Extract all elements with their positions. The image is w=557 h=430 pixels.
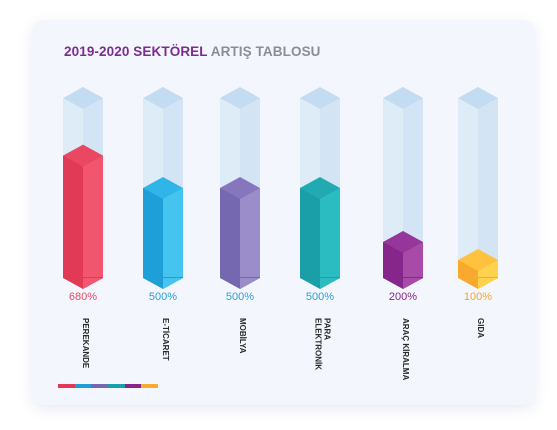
chart-card (32, 20, 535, 405)
value-label: 680% (69, 291, 97, 303)
category-label: ARAÇ KİRALMA (401, 318, 410, 380)
category-label: E-TİCARET (161, 318, 170, 361)
title-part-1: 2019-2020 SEKTÖREL (64, 44, 208, 59)
glass-tube (458, 87, 498, 278)
category-label-line: E-TİCARET (161, 318, 170, 361)
title-part-2: ARTIŞ TABLOSU (210, 44, 321, 59)
category-label: ELEKTRONİKPARA (314, 318, 332, 370)
category-label: GIDA (476, 318, 485, 338)
category-label-line: ARAÇ KİRALMA (401, 318, 410, 380)
value-label: 500% (149, 291, 177, 303)
category-label-line: ELEKTRONİK (314, 318, 323, 370)
bar (458, 249, 498, 289)
bars-group (63, 87, 498, 289)
stripe-segment (108, 384, 125, 388)
value-labels-group: 680% 500% 500% 500% 200% 100% (69, 291, 492, 303)
bar (383, 231, 423, 289)
bar (143, 177, 183, 289)
value-label: 500% (306, 291, 334, 303)
stripe-segment (74, 384, 92, 388)
stripe-segment (91, 384, 109, 388)
category-label: PEREKANDE (81, 318, 90, 369)
category-label-line: MOBİLYA (238, 318, 247, 354)
stripe-segment (58, 384, 75, 388)
category-label-line: PEREKANDE (81, 318, 90, 369)
value-label: 500% (226, 291, 254, 303)
color-stripe (58, 384, 159, 388)
bar (300, 177, 340, 289)
chart-title: 2019-2020 SEKTÖREL ARTIŞ TABLOSU (64, 44, 321, 59)
stripe-segment (141, 384, 159, 388)
category-label-line: GIDA (476, 318, 485, 338)
glass-tube (383, 87, 423, 278)
category-label: MOBİLYA (238, 318, 247, 354)
bar (220, 177, 260, 289)
stripe-segment (124, 384, 142, 388)
value-label: 100% (464, 291, 492, 303)
category-labels-group: PEREKANDE E-TİCARET MOBİLYA ELEKTRONİKPARA A… (81, 318, 485, 380)
category-label-line: PARA (323, 318, 332, 340)
value-label: 200% (389, 291, 417, 303)
bar (63, 144, 103, 289)
